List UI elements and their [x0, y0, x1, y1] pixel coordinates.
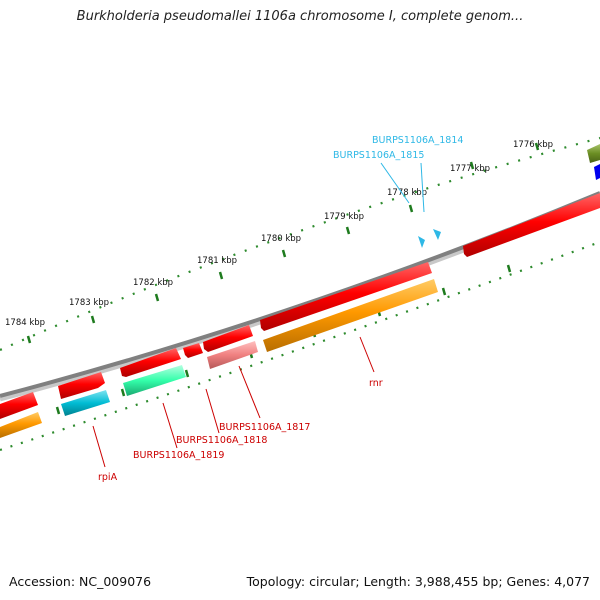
accession-label: Accession: NC_009076: [9, 574, 152, 589]
ruler-label-1782: 1782 kbp: [133, 278, 173, 288]
ruler-label-1779: 1779 kbp: [324, 212, 364, 222]
ruler-label-1776: 1776 kbp: [513, 140, 553, 150]
gene-arrow[interactable]: [433, 229, 441, 240]
gene-label-rpia[interactable]: rpiA: [98, 472, 118, 483]
gene-arrow[interactable]: [594, 164, 600, 180]
gene-arrow[interactable]: [61, 390, 110, 416]
blue-leader-lines: [380, 162, 425, 213]
ruler-label-1778: 1778 kbp: [387, 188, 427, 198]
gene-label-rnr[interactable]: rnr: [369, 378, 383, 389]
ruler-outer-ticks: [26, 142, 540, 344]
gene-label-burps1106a-1819[interactable]: BURPS1106A_1819: [133, 450, 224, 461]
ruler-label-1777: 1777 kbp: [450, 164, 490, 174]
map-title: Burkholderia pseudomallei 1106a chromoso…: [76, 9, 524, 24]
gene-arrow[interactable]: [587, 144, 600, 163]
gene-arrow[interactable]: [463, 193, 600, 257]
gene-arrow[interactable]: [183, 343, 203, 358]
gene-arrow[interactable]: [418, 236, 425, 248]
ruler-label-1780: 1780 kbp: [261, 234, 301, 244]
ruler-inner-dots: [0, 240, 600, 452]
gene-arrow[interactable]: [260, 262, 432, 331]
ruler-label-1784: 1784 kbp: [5, 318, 45, 328]
gene-label-burps1106a-1815[interactable]: BURPS1106A_1815: [333, 150, 424, 161]
gene-label-burps1106a-1814[interactable]: BURPS1106A_1814: [372, 135, 463, 146]
gene-arrow[interactable]: [0, 412, 42, 438]
gene-arrow[interactable]: [263, 279, 438, 352]
gene-track-cds: [0, 279, 438, 438]
gene-labels: BURPS1106A_1814 BURPS1106A_1815 BURPS110…: [98, 135, 463, 483]
gene-label-burps1106a-1818[interactable]: BURPS1106A_1818: [176, 435, 267, 446]
gene-label-burps1106a-1817[interactable]: BURPS1106A_1817: [219, 422, 310, 433]
gene-arrow[interactable]: [203, 325, 253, 352]
backbone-arc: [0, 191, 600, 398]
gene-arrow[interactable]: [123, 365, 186, 396]
gene-arrow[interactable]: [120, 348, 181, 377]
ruler-label-1783: 1783 kbp: [69, 298, 109, 308]
ruler-label-1781: 1781 kbp: [197, 256, 237, 266]
gene-arrow[interactable]: [0, 392, 38, 419]
gene-arrow[interactable]: [58, 372, 105, 399]
topology-label: Topology: circular; Length: 3,988,455 bp…: [246, 574, 590, 589]
red-leader-lines: [92, 336, 375, 468]
ruler-labels: 1776 kbp 1777 kbp 1778 kbp 1779 kbp 1780…: [5, 140, 553, 328]
gene-track-red: [0, 193, 600, 419]
gene-arrow[interactable]: [207, 341, 258, 369]
